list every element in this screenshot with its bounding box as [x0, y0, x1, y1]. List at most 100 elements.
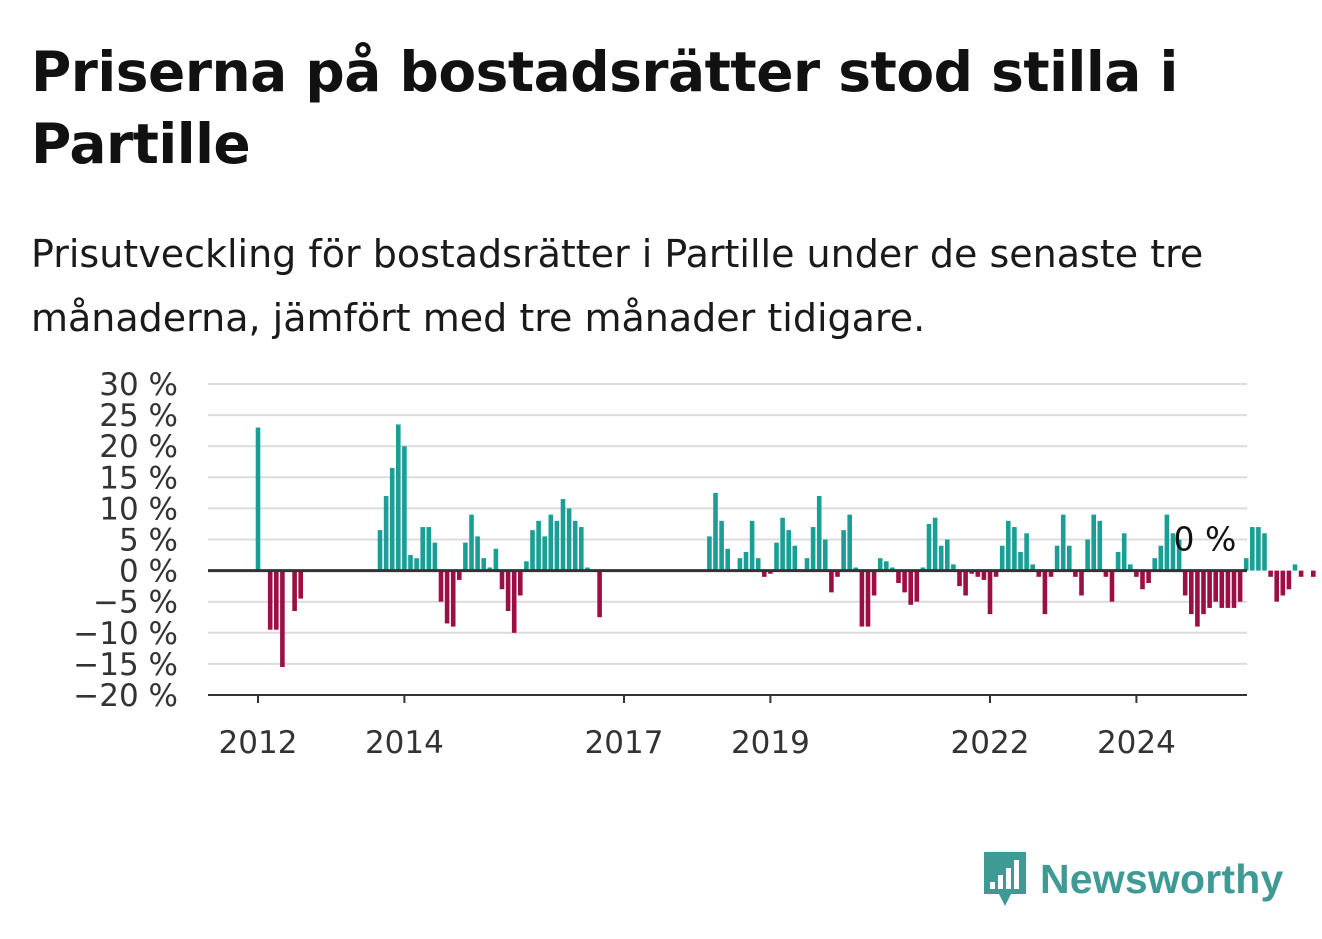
- bar: [743, 551, 749, 571]
- bar: [853, 567, 859, 571]
- bar: [1256, 527, 1261, 571]
- bar: [896, 570, 901, 584]
- x-tick-label: 2019: [731, 725, 810, 761]
- bar: [804, 558, 810, 571]
- bar: [1262, 533, 1267, 571]
- bar: [1121, 533, 1127, 571]
- bar: [1140, 570, 1145, 590]
- chart-subtitle: Prisutveckling för bostadsrätter i Parti…: [31, 232, 1204, 340]
- bar: [963, 570, 968, 596]
- bar: [383, 495, 389, 571]
- bar: [1109, 570, 1115, 602]
- bar: [505, 570, 511, 612]
- bar: [402, 446, 407, 571]
- bar: [481, 558, 486, 571]
- bar: [1189, 570, 1194, 615]
- bar: [560, 499, 566, 571]
- bar: [554, 520, 560, 571]
- bar: [1152, 558, 1157, 571]
- bar: [737, 558, 743, 571]
- x-tick-label: 2014: [365, 725, 444, 761]
- bar: [389, 467, 395, 571]
- bar: [1237, 570, 1243, 602]
- bar: [572, 520, 578, 571]
- bar: [585, 567, 590, 571]
- bar: [548, 514, 554, 571]
- bar: [725, 548, 730, 571]
- bar: [444, 570, 450, 624]
- y-tick-label: −10 %: [73, 616, 178, 652]
- bar: [274, 570, 279, 630]
- bar: [1012, 527, 1017, 571]
- bar: [1225, 570, 1231, 608]
- bar: [786, 530, 791, 571]
- y-tick-label: −20 %: [73, 678, 178, 714]
- bar: [1054, 545, 1060, 571]
- bar: [1213, 570, 1218, 602]
- bar: [1024, 533, 1029, 571]
- bar: [999, 545, 1005, 571]
- bar: [1073, 570, 1078, 577]
- bar: [1164, 514, 1170, 571]
- x-tick-label: 2012: [219, 725, 298, 761]
- y-tick-label: 25 %: [99, 398, 178, 434]
- y-tick-label: 10 %: [99, 491, 178, 527]
- bar: [1103, 570, 1109, 577]
- brand-name: Newsworthy: [1040, 855, 1284, 902]
- bar: [902, 570, 907, 593]
- bar: [1207, 570, 1212, 608]
- bar: [774, 542, 779, 571]
- bar: [438, 570, 444, 602]
- bar: [749, 520, 755, 571]
- newsworthy-logo-icon: [984, 852, 1026, 906]
- bar: [945, 539, 950, 571]
- bar: [1060, 514, 1066, 571]
- bar: [1311, 570, 1316, 577]
- bar: [1286, 570, 1292, 590]
- bar: [1268, 570, 1273, 577]
- y-tick-label: −5 %: [93, 585, 178, 621]
- bar: [298, 570, 303, 599]
- bar: [377, 530, 383, 571]
- bar: [993, 570, 999, 577]
- bar: [969, 570, 974, 574]
- bar: [1091, 514, 1096, 571]
- bar: [1079, 570, 1084, 596]
- bar: [938, 545, 944, 571]
- bar: [1243, 558, 1249, 571]
- x-axis-tick-labels: 2012 2014 2017 2019 2022 2024: [219, 725, 1176, 761]
- bar: [1292, 564, 1298, 571]
- bar: [719, 520, 724, 571]
- bar: [829, 570, 834, 593]
- bar: [1176, 539, 1182, 571]
- bar: [1115, 551, 1121, 571]
- y-tick-label: 20 %: [99, 429, 178, 465]
- bar: [524, 561, 529, 571]
- brand-logo: Newsworthy: [980, 848, 1284, 910]
- bar: [755, 558, 761, 571]
- bar: [1170, 533, 1176, 571]
- bar: [518, 570, 523, 596]
- bar: [823, 539, 828, 571]
- y-tick-label: 5 %: [119, 523, 178, 559]
- bar: [396, 424, 401, 571]
- bar: [1298, 570, 1304, 577]
- bar: [487, 567, 493, 571]
- bar: [499, 570, 505, 590]
- bar: [914, 570, 920, 602]
- bar: [1036, 570, 1042, 577]
- bar: [1085, 539, 1090, 571]
- bar: [292, 570, 297, 612]
- bar: [1195, 570, 1200, 627]
- bar: [1128, 564, 1133, 571]
- bar: [987, 570, 993, 615]
- bars: [255, 424, 1316, 668]
- bar: [932, 517, 938, 571]
- latest-value-annotation: 0 %: [1174, 520, 1237, 559]
- bar: [792, 545, 798, 571]
- bar: [762, 570, 767, 577]
- bar: [713, 492, 718, 571]
- bar: [255, 427, 261, 571]
- y-tick-label: 15 %: [99, 460, 178, 496]
- bar: [450, 570, 456, 627]
